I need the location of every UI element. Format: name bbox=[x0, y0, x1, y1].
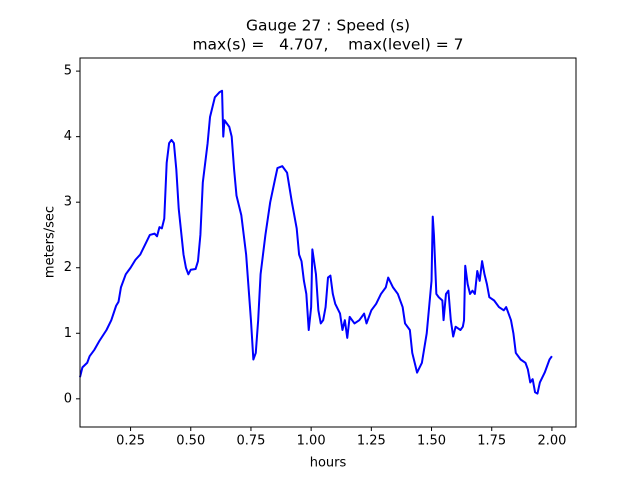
x-tick-label: 2.00 bbox=[537, 434, 566, 449]
y-tick-label: 3 bbox=[64, 195, 72, 210]
y-tick-label: 0 bbox=[64, 391, 72, 406]
x-axis-label: hours bbox=[310, 456, 347, 471]
x-tick-label: 0.75 bbox=[236, 434, 265, 449]
x-tick-label: 1.25 bbox=[357, 434, 386, 449]
x-tick-label: 1.75 bbox=[477, 434, 506, 449]
y-tick-label: 1 bbox=[64, 326, 72, 341]
x-tick-label: 0.50 bbox=[176, 434, 205, 449]
x-tick-label: 1.00 bbox=[297, 434, 326, 449]
y-tick-label: 4 bbox=[64, 129, 72, 144]
x-tick-label: 1.50 bbox=[417, 434, 446, 449]
x-tick-label: 0.25 bbox=[116, 434, 145, 449]
chart-title: Gauge 27 : Speed (s) bbox=[246, 17, 410, 35]
data-line bbox=[79, 89, 553, 395]
chart-subtitle: max(s) = 4.707, max(level) = 7 bbox=[192, 36, 463, 54]
axes-frame bbox=[79, 57, 577, 428]
y-tick-label: 2 bbox=[64, 260, 72, 275]
y-axis-label: meters/sec bbox=[43, 206, 58, 278]
y-tick-label: 5 bbox=[64, 64, 72, 79]
